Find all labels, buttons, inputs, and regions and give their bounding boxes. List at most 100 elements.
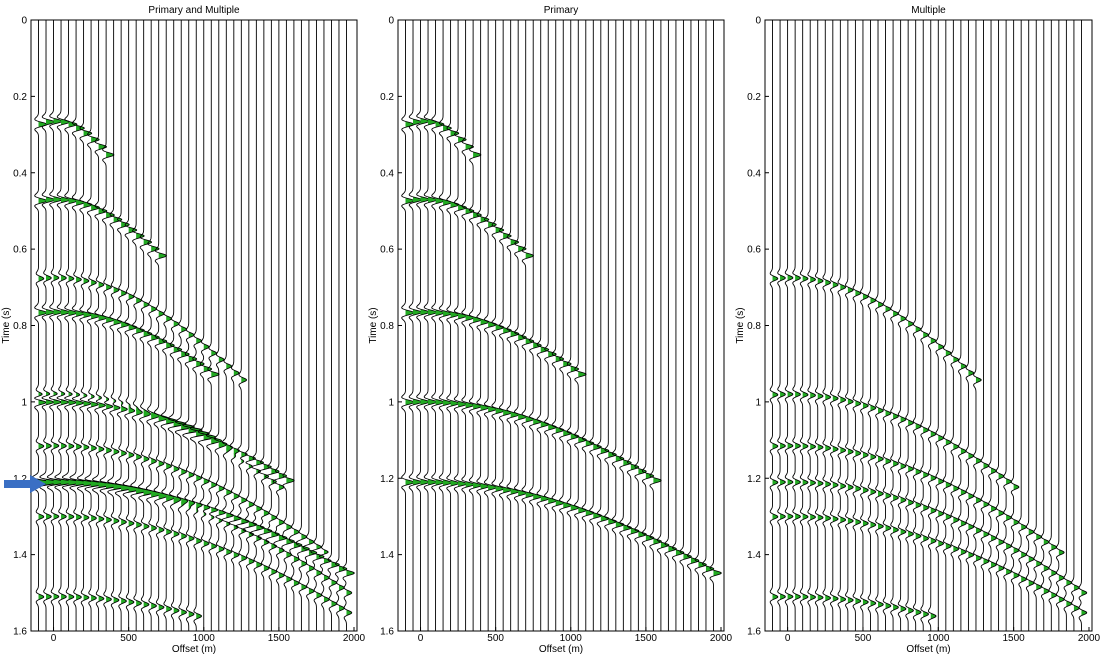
wavelet-fill xyxy=(181,609,187,616)
wavelet-fill xyxy=(413,119,422,125)
wavelet-fill xyxy=(878,523,884,530)
wavelet-fill xyxy=(38,309,48,316)
wavelet-fill xyxy=(825,279,831,286)
wavelet-fill xyxy=(983,462,989,469)
wavelet-fill xyxy=(518,245,527,252)
seismic-trace xyxy=(649,20,662,631)
wavelet-fill xyxy=(975,457,982,464)
wavelet-fill xyxy=(495,485,505,492)
wavelet-fill xyxy=(855,519,861,525)
seismic-trace xyxy=(875,20,884,631)
wavelet-fill xyxy=(1036,533,1042,540)
wavelet-fill xyxy=(638,531,647,538)
wavelet-fill xyxy=(428,196,437,203)
wavelet-fill xyxy=(278,519,285,526)
seismic-trace xyxy=(852,20,862,631)
panel-title: Primary and Multiple xyxy=(148,5,240,16)
wavelet-fill xyxy=(1006,514,1012,521)
wavelet-fill xyxy=(893,526,899,533)
wavelet-fill xyxy=(158,604,164,611)
seismic-trace xyxy=(604,20,617,631)
wavelet-fill xyxy=(938,510,944,517)
wavelet-fill xyxy=(443,479,452,486)
wavelet-fill xyxy=(810,276,816,283)
seismic-trace xyxy=(935,20,945,631)
wavelet-fill xyxy=(465,402,475,409)
wavelet-fill xyxy=(998,473,1004,480)
wavelet-fill xyxy=(1028,580,1034,586)
wavelet-fill xyxy=(893,310,899,317)
wavelet-fill xyxy=(953,356,959,363)
wavelet-fill xyxy=(975,377,982,383)
wavelet-fill xyxy=(83,594,89,601)
wavelet-fill xyxy=(578,507,587,514)
wavelet-fill xyxy=(420,398,430,405)
wavelet-fill xyxy=(121,519,127,525)
wavelet-fill xyxy=(91,515,97,522)
wavelet-fill xyxy=(263,528,272,534)
wavelet-fill xyxy=(1058,574,1065,581)
y-axis-label: Time (s) xyxy=(1,307,12,343)
seismic-trace xyxy=(1048,20,1058,631)
wavelet-fill xyxy=(810,443,816,450)
wavelet-fill xyxy=(158,310,164,317)
wavelet-fill xyxy=(136,232,145,239)
wavelet-fill xyxy=(862,520,869,527)
wavelet-fill xyxy=(810,392,816,399)
wavelet-fill xyxy=(458,204,467,211)
wavelet-fill xyxy=(510,330,519,337)
wavelet-fill xyxy=(76,276,82,283)
wavelet-fill xyxy=(420,479,430,486)
wavelet-fill xyxy=(256,561,262,568)
wavelet-fill xyxy=(915,502,921,508)
x-tick-label: 2000 xyxy=(343,633,366,644)
panel-primary: Primary Offset (m) Time (s) 0 0.2 0.4 0.6 0.… xyxy=(368,5,733,655)
seismic-trace xyxy=(1003,20,1012,631)
wavelet-fill xyxy=(938,343,944,350)
wavelet-fill xyxy=(53,196,63,203)
wavelet-fill xyxy=(121,406,128,413)
wavelet-fill xyxy=(825,595,831,601)
seismic-trace xyxy=(483,20,498,631)
wavelet-fill xyxy=(136,600,142,607)
seismic-trace xyxy=(1033,20,1043,631)
wavelet-fill xyxy=(878,490,884,497)
wavelet-fill xyxy=(196,502,203,509)
wavelet-fill xyxy=(196,537,202,544)
seismic-trace xyxy=(777,20,786,631)
wavelet-fill xyxy=(435,399,445,406)
wavelet-fill xyxy=(338,605,345,612)
wavelet-fill xyxy=(772,443,778,450)
seismic-trace xyxy=(905,20,914,631)
wavelet-fill xyxy=(188,535,194,542)
wavelet-fill xyxy=(443,399,452,406)
seismic-trace xyxy=(160,20,178,631)
seismic-trace xyxy=(912,20,922,631)
plot-frame xyxy=(397,19,725,632)
seismic-trace xyxy=(1018,20,1027,631)
wavelet-fill xyxy=(196,613,202,620)
wavelet-fill xyxy=(38,121,47,128)
wavelet-fill xyxy=(166,605,172,612)
wavelet-fill xyxy=(113,517,119,524)
wavelet-fill xyxy=(128,293,134,300)
wavelet-fill xyxy=(908,320,914,327)
wavelet-fill xyxy=(960,489,967,496)
wavelet-fill xyxy=(158,252,167,259)
wavelet-fill xyxy=(893,494,899,501)
wavelet-fill xyxy=(46,275,52,281)
seismic-trace xyxy=(1063,20,1073,631)
wavelet-fill xyxy=(900,463,906,470)
seismic-trace xyxy=(446,20,460,631)
trace-group xyxy=(31,20,355,631)
wavelet-fill xyxy=(1006,543,1012,550)
wavelet-fill xyxy=(53,513,59,520)
wavelet-fill xyxy=(795,593,801,600)
seismic-trace xyxy=(190,20,210,631)
wavelet-fill xyxy=(420,118,430,125)
y-tick-label: 0.2 xyxy=(380,92,394,103)
seismic-trace xyxy=(860,20,869,631)
wavelet-fill xyxy=(308,539,315,545)
seismic-trace xyxy=(544,20,557,631)
wavelet-fill xyxy=(810,514,816,520)
